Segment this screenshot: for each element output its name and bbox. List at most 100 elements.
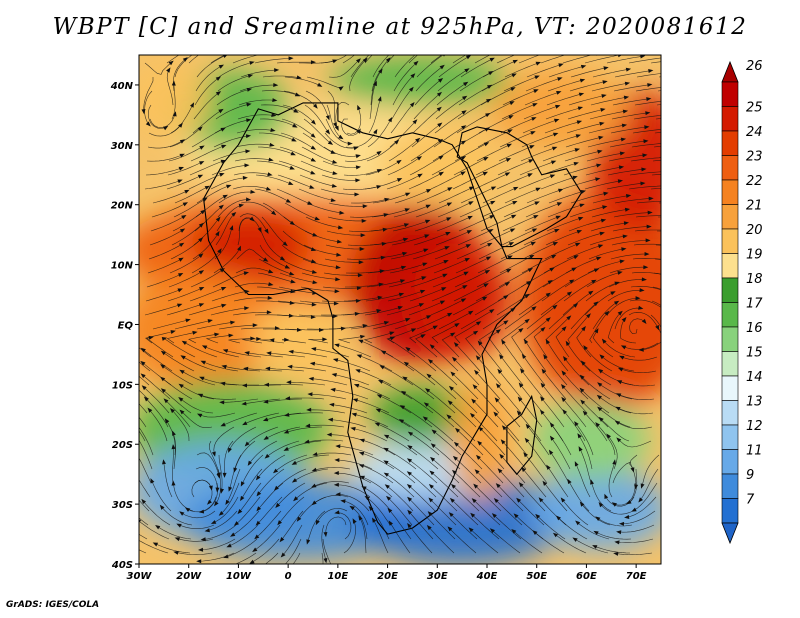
streamline <box>524 216 559 232</box>
colorbar-label: 16 <box>746 321 763 336</box>
streamline-arrow <box>622 234 628 239</box>
streamline <box>614 198 651 204</box>
streamline <box>582 401 609 428</box>
streamline-arrow <box>558 63 564 68</box>
streamline <box>276 188 311 204</box>
streamline-arrow <box>177 303 183 308</box>
streamline <box>409 459 438 484</box>
streamline <box>306 202 342 214</box>
streamline-arrow <box>271 210 277 216</box>
streamline-arrow <box>489 57 495 62</box>
lat-tick-label: 40S <box>111 560 133 571</box>
streamline <box>145 398 169 428</box>
streamline-arrow <box>292 123 298 128</box>
streamline-arrow <box>246 87 253 92</box>
streamline-arrow <box>579 501 585 507</box>
streamline <box>213 426 235 454</box>
streamline-arrow <box>575 134 581 139</box>
streamline <box>166 304 202 316</box>
streamline-arrow <box>621 317 627 323</box>
streamline-arrow <box>331 373 337 377</box>
streamline <box>545 317 570 344</box>
streamline-arrow <box>383 460 389 465</box>
streamline <box>450 513 478 540</box>
streamline <box>581 503 611 526</box>
streamline-arrow <box>431 429 437 435</box>
streamline <box>145 289 181 302</box>
streamline <box>294 454 330 464</box>
streamline-arrow <box>287 364 293 369</box>
streamline <box>599 396 632 414</box>
streamline <box>163 389 192 414</box>
streamline <box>408 55 419 64</box>
streamline <box>503 202 538 218</box>
streamline-arrow <box>306 539 311 545</box>
colorbar-swatch <box>721 400 739 426</box>
streamline-arrow <box>423 402 429 407</box>
streamline <box>619 524 655 533</box>
colorbar-swatch <box>721 351 739 377</box>
colorbar-swatch <box>721 326 739 352</box>
streamline-arrow <box>384 484 390 489</box>
streamline <box>213 135 249 148</box>
streamline <box>629 318 645 335</box>
streamline-arrow <box>377 295 383 300</box>
colorbar-swatch <box>721 81 739 107</box>
streamline-arrow <box>643 265 649 270</box>
streamline <box>608 462 615 498</box>
streamline-arrow <box>159 504 165 510</box>
streamline-arrow <box>355 369 361 373</box>
streamline-arrow <box>525 423 531 429</box>
streamline <box>617 538 654 543</box>
streamline-arrow <box>586 313 591 319</box>
streamline <box>541 398 565 428</box>
streamline <box>470 529 499 554</box>
streamline <box>292 552 301 564</box>
streamline <box>519 161 554 176</box>
streamline-arrow <box>335 265 341 270</box>
streamline <box>365 293 402 302</box>
streamline <box>240 69 277 78</box>
streamline-arrow <box>312 232 318 237</box>
streamline-arrow <box>181 215 187 220</box>
streamline <box>349 214 386 218</box>
streamline-arrow <box>450 371 456 377</box>
map-border <box>138 54 662 565</box>
streamline <box>631 143 661 148</box>
streamline-arrow <box>359 475 365 480</box>
streamline-arrow <box>340 326 346 331</box>
streamline-arrow <box>624 207 631 212</box>
streamline-arrow <box>277 520 282 526</box>
streamline <box>499 370 523 400</box>
streamline <box>477 357 502 386</box>
streamline <box>278 286 315 294</box>
streamline-arrow <box>243 366 249 371</box>
streamline-arrow <box>593 301 599 307</box>
streamline-arrow <box>398 419 405 424</box>
streamline-arrow <box>596 163 602 168</box>
streamline-arrow <box>372 48 377 53</box>
streamline <box>337 459 373 470</box>
streamline-arrow <box>173 550 179 555</box>
streamline <box>286 440 322 450</box>
streamline <box>217 75 251 92</box>
streamline-arrow <box>489 309 495 314</box>
streamline <box>170 239 202 260</box>
streamline <box>240 327 278 330</box>
streamline <box>452 172 486 190</box>
streamline <box>453 284 487 302</box>
streamline <box>433 126 464 148</box>
streamline-arrow <box>453 441 459 447</box>
streamline-arrow <box>442 273 448 278</box>
streamline-arrow <box>293 496 299 502</box>
streamline-arrow <box>252 547 258 552</box>
streamline-arrow <box>407 445 413 450</box>
streamline <box>387 157 420 176</box>
streamline <box>386 473 415 498</box>
streamline <box>139 439 153 470</box>
streamline <box>563 280 595 302</box>
streamline <box>282 104 315 123</box>
streamline-arrow <box>518 382 524 388</box>
streamline-arrow <box>330 387 336 392</box>
streamline <box>192 110 222 134</box>
